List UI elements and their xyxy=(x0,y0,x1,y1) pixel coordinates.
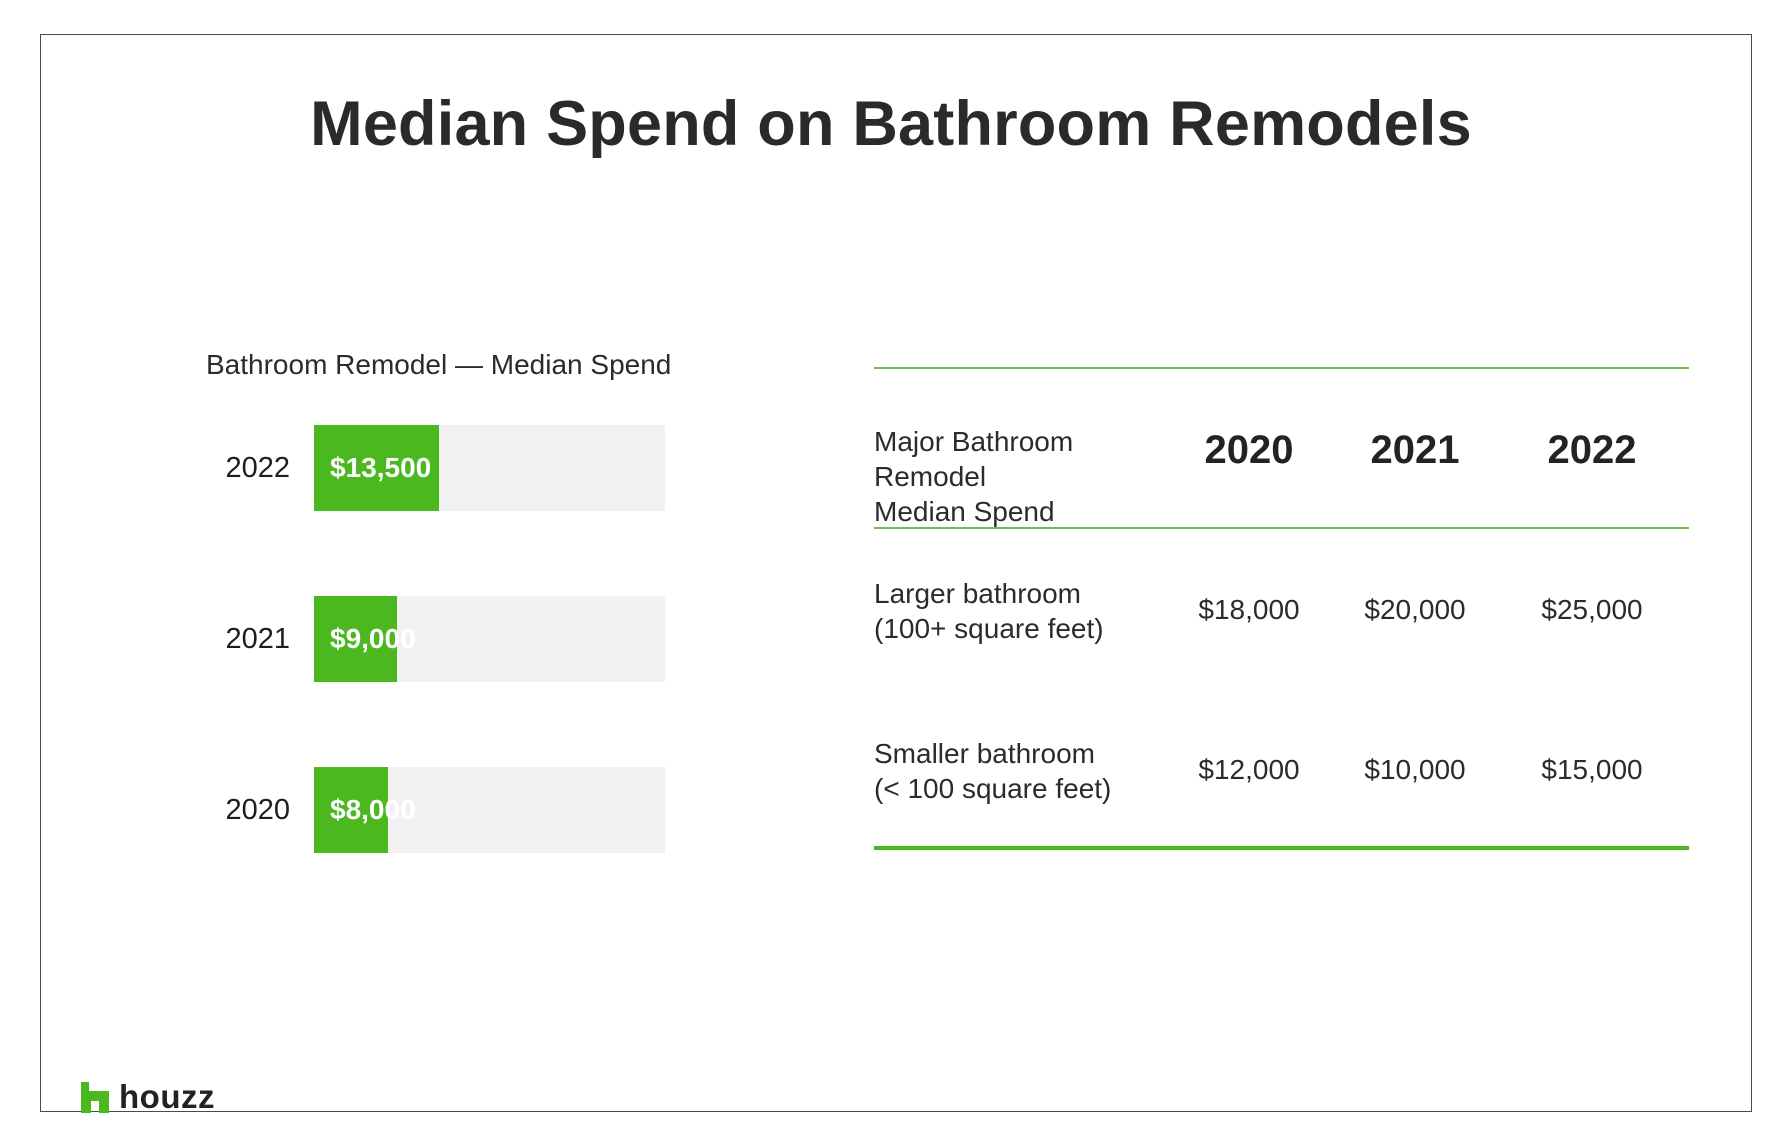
table-row-label-line: (100+ square feet) xyxy=(874,613,1104,644)
bar-data-label: $13,500 xyxy=(330,452,432,483)
houzz-h-icon xyxy=(81,1082,109,1113)
table-cell: $10,000 xyxy=(1364,754,1466,785)
table-cell: $15,000 xyxy=(1541,754,1643,785)
table-header-line: Major Bathroom xyxy=(874,426,1074,457)
table-header-rule xyxy=(874,527,1689,529)
table-column-header: 2022 xyxy=(1547,428,1637,472)
bar-data-label: $9,000 xyxy=(330,623,416,654)
bar-row-2021: 2021 $9,000 xyxy=(180,596,690,682)
table-cell: $18,000 xyxy=(1198,594,1300,625)
bar-category-label: 2021 xyxy=(225,623,290,655)
bar-category-label: 2022 xyxy=(225,452,290,484)
bar-track xyxy=(314,767,665,853)
table-column-header: 2020 xyxy=(1204,428,1294,472)
slide-frame xyxy=(40,34,1752,1112)
table-row-label-line: Larger bathroom xyxy=(874,578,1082,609)
bar-track xyxy=(314,596,665,682)
table-header-label: Major Bathroom Remodel Median Spend xyxy=(874,424,1164,529)
table-row-label: Smaller bathroom (< 100 square feet) xyxy=(874,736,1174,806)
table-bottom-rule xyxy=(874,846,1689,850)
table-row-label-line: Smaller bathroom xyxy=(874,738,1095,769)
bar-row-2022: 2022 $13,500 xyxy=(180,425,690,511)
table-top-rule xyxy=(874,367,1689,369)
bar xyxy=(314,767,388,853)
table-cell: $20,000 xyxy=(1364,594,1466,625)
table-header-line: Median Spend xyxy=(874,496,1055,527)
bar xyxy=(314,425,439,511)
bar-data-label: $8,000 xyxy=(330,794,416,825)
bar-row-2020: 2020 $8,000 xyxy=(180,767,690,853)
table-header-line: Remodel xyxy=(874,461,987,492)
table-row-label-line: (< 100 square feet) xyxy=(874,773,1112,804)
chart-title: Bathroom Remodel — Median Spend xyxy=(206,349,672,380)
table-cell: $25,000 xyxy=(1541,594,1643,625)
bar xyxy=(314,596,398,682)
table-row-label: Larger bathroom (100+ square feet) xyxy=(874,576,1174,646)
table-cell: $12,000 xyxy=(1198,754,1300,785)
logo-wordmark: houzz xyxy=(119,1078,215,1115)
bar-track xyxy=(314,425,665,511)
table-column-header: 2021 xyxy=(1370,428,1460,472)
bar-category-label: 2020 xyxy=(225,794,290,826)
page-title: Median Spend on Bathroom Remodels xyxy=(310,89,1472,159)
